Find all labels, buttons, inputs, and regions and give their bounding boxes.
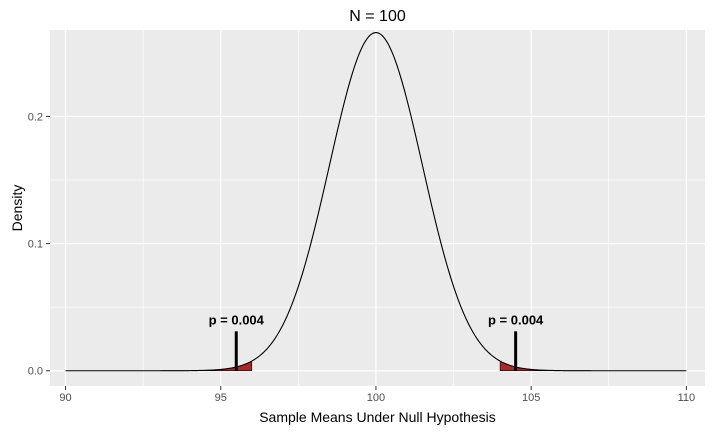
x-tick-label: 90 [59, 392, 71, 404]
x-tick-label: 95 [215, 392, 227, 404]
x-tick-label: 105 [522, 392, 540, 404]
chart-title: N = 100 [349, 8, 406, 25]
annotation-label: p = 0.004 [209, 312, 265, 327]
y-tick-label: 0.1 [28, 239, 43, 251]
grid-minor [50, 30, 705, 386]
x-axis-title: Sample Means Under Null Hypothesis [259, 409, 496, 425]
x-tick-label: 110 [678, 392, 696, 404]
plot-panel [50, 30, 705, 386]
y-tick-label: 0.2 [28, 111, 43, 123]
x-axis: 90 95 100 105 110 [59, 386, 695, 404]
x-tick-label: 100 [367, 392, 385, 404]
annotations: p = 0.004 p = 0.004 [209, 312, 544, 371]
y-tick-label: 0.0 [28, 366, 43, 378]
y-axis: 0.0 0.1 0.2 [28, 111, 50, 378]
y-axis-title: Density [9, 185, 25, 232]
density-curve [65, 32, 687, 372]
annotation-label: p = 0.004 [488, 312, 544, 327]
